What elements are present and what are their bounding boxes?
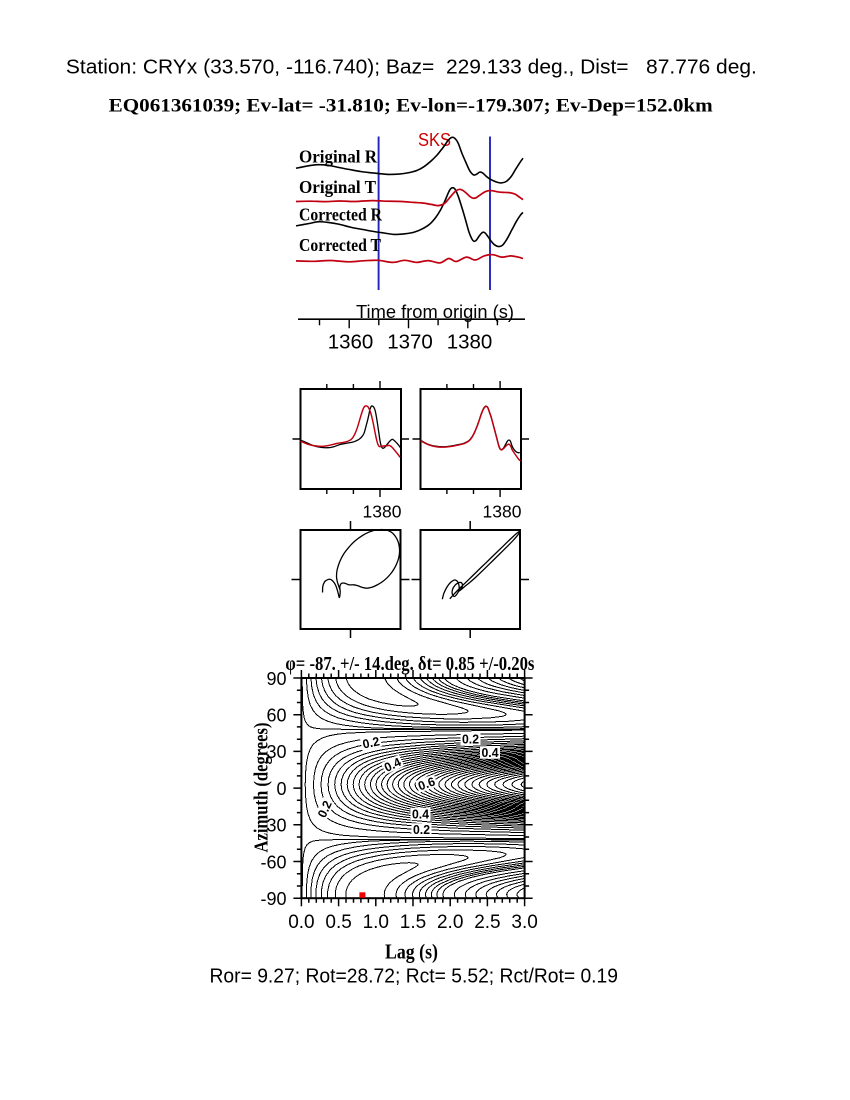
svg-text:EQ061361039; Ev-lat= -31.810;: EQ061361039; Ev-lat= -31.810; Ev-lon=-17… [109,96,713,117]
svg-text:Lag (s): Lag (s) [385,940,438,964]
svg-text:1380: 1380 [447,330,493,353]
svg-text:φ= -87. +/- 14.deg. δt= 0.85 +: φ= -87. +/- 14.deg. δt= 0.85 +/-0.20s [285,653,534,675]
svg-text:Ror= 9.27; Rot=28.72; Rct= 5.5: Ror= 9.27; Rot=28.72; Rct= 5.52; Rct/Rot… [210,966,619,988]
svg-text:Azimuth (degrees): Azimuth (degrees) [251,723,273,853]
svg-text:0.6: 0.6 [416,774,437,793]
svg-text:1380: 1380 [483,502,522,522]
svg-text:Station: CRYx (33.570, -116.74: Station: CRYx (33.570, -116.740); Baz= 2… [66,57,757,79]
svg-text:-90: -90 [260,889,286,909]
svg-text:Corrected R: Corrected R [299,204,383,224]
svg-text:1.5: 1.5 [400,912,426,933]
svg-text:Original T: Original T [299,177,376,197]
svg-text:0.2: 0.2 [315,799,335,820]
svg-text:-30: -30 [260,816,286,836]
svg-text:0.2: 0.2 [462,733,479,747]
svg-text:0.4: 0.4 [382,755,403,775]
svg-text:90: 90 [266,669,286,689]
svg-text:1.0: 1.0 [363,912,389,933]
svg-text:0.5: 0.5 [325,912,351,933]
svg-text:SKS: SKS [418,129,451,150]
svg-text:2.0: 2.0 [437,912,463,933]
svg-text:1360: 1360 [328,330,374,353]
svg-text:3.0: 3.0 [511,912,537,933]
svg-text:0.2: 0.2 [361,734,381,751]
svg-text:0.4: 0.4 [412,808,429,822]
svg-text:Corrected T: Corrected T [299,235,381,255]
svg-text:0: 0 [276,779,286,799]
svg-text:1370: 1370 [387,330,433,353]
svg-text:30: 30 [266,742,286,762]
svg-text:Time from origin (s): Time from origin (s) [356,301,514,322]
svg-text:1380: 1380 [363,502,402,522]
svg-text:-60: -60 [260,852,286,872]
svg-text:2.5: 2.5 [474,912,500,933]
svg-text:0.2: 0.2 [413,823,430,837]
svg-text:Original R: Original R [299,146,378,166]
svg-text:0.4: 0.4 [482,746,499,760]
svg-text:0.0: 0.0 [288,912,314,933]
svg-text:60: 60 [266,706,286,726]
